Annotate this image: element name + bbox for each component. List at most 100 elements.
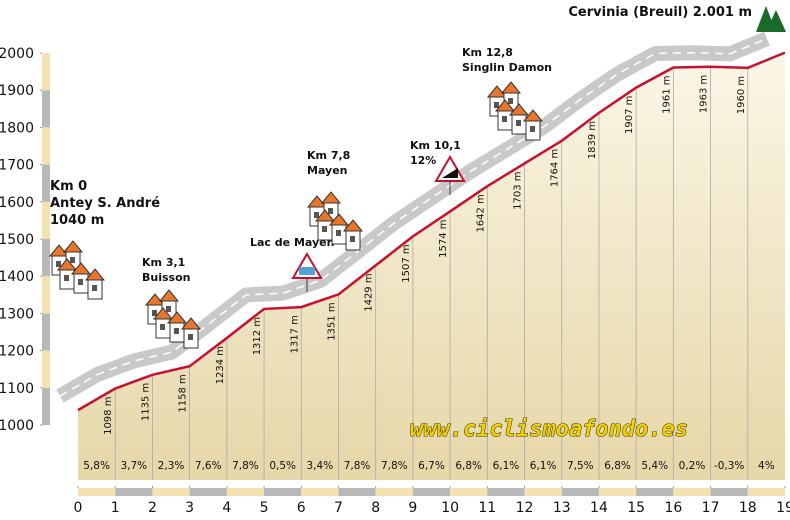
axis-band	[42, 350, 50, 388]
y-tick-label: 1100	[0, 381, 34, 397]
peak-icon	[766, 10, 786, 32]
gradient-label: 6,8%	[604, 460, 631, 472]
x-tick-label: 2	[148, 500, 157, 516]
x-tick-label: 17	[702, 500, 720, 516]
annotation-text: 12%	[410, 154, 436, 167]
axis-band	[42, 53, 50, 91]
axis-band	[710, 488, 748, 496]
watermark: www.ciclismoafondo.es	[410, 417, 688, 442]
gradient-label: 5,8%	[83, 460, 110, 472]
y-tick-label: 1700	[0, 158, 34, 174]
axis-band	[189, 488, 227, 496]
y-tick-label: 1300	[0, 306, 34, 322]
x-tick-label: 3	[185, 500, 194, 516]
y-tick-label: 1600	[0, 195, 34, 211]
road-dash	[59, 37, 768, 397]
elevation-label: 1764 m	[550, 149, 561, 187]
axis-band	[42, 239, 50, 277]
gradient-label: 6,1%	[493, 460, 520, 472]
annotation-text: Km 7,8	[307, 149, 350, 162]
x-tick-label: 13	[553, 500, 571, 516]
gradient-label: 0,5%	[269, 460, 296, 472]
village-icon	[146, 290, 200, 348]
axis-band	[152, 488, 190, 496]
village-icon	[50, 241, 104, 299]
y-tick-label: 1400	[0, 269, 34, 285]
axis-band	[747, 488, 785, 496]
axis-band	[42, 127, 50, 165]
annotation-text: Lac de Mayen	[250, 236, 334, 249]
axis-band	[226, 488, 265, 496]
axis-band	[115, 488, 153, 496]
annotation-text: Antey S. André	[50, 196, 160, 211]
chart-title: Cervinia (Breuil) 2.001 m	[568, 5, 752, 20]
gradient-label: 7,5%	[567, 460, 594, 472]
plot-area: 1000110012001300140015001600170018001900…	[0, 31, 790, 516]
x-tick-label: 8	[371, 500, 380, 516]
elevation-label: 1963 m	[699, 75, 710, 113]
gradient-label: 7,8%	[232, 460, 259, 472]
axis-band	[78, 488, 116, 496]
x-tick-label: 19	[776, 500, 790, 516]
annotation-text: Mayen	[307, 164, 348, 177]
x-tick-label: 7	[334, 500, 343, 516]
axis-band	[673, 488, 711, 496]
gradient-label: 3,7%	[120, 460, 147, 472]
elevation-label: 1135 m	[140, 383, 151, 421]
x-tick-label: 5	[260, 500, 269, 516]
elevation-label: 1234 m	[215, 346, 226, 384]
annotation-text: Buisson	[142, 271, 190, 284]
y-tick-label: 1800	[0, 120, 34, 136]
y-tick-label: 2000	[0, 46, 34, 62]
gradient-label: -0,3%	[714, 460, 744, 472]
annotation-text: Singlin Damon	[462, 61, 552, 74]
axis-band	[338, 488, 376, 496]
annotation-text: Km 0	[50, 179, 87, 194]
gradient-label: 0,2%	[679, 460, 706, 472]
y-tick-label: 1500	[0, 232, 34, 248]
elevation-label: 1317 m	[289, 315, 300, 353]
profile-area	[78, 52, 785, 481]
y-tick-label: 1900	[0, 83, 34, 99]
profile-line	[77, 51, 786, 412]
gradient-label: 6,1%	[530, 460, 557, 472]
x-tick-label: 11	[478, 500, 496, 516]
elevation-label: 1574 m	[438, 219, 449, 257]
elevation-label: 1098 m	[103, 397, 114, 435]
x-tick-label: 15	[627, 500, 645, 516]
elevation-label: 1960 m	[736, 76, 747, 114]
gradient-label: 2,3%	[158, 460, 185, 472]
elevation-label: 1507 m	[401, 244, 412, 282]
gradient-label: 7,8%	[381, 460, 408, 472]
axis-band	[561, 488, 599, 496]
annotation-text: 1040 m	[50, 213, 104, 228]
axis-band	[42, 276, 50, 314]
axis-band	[42, 90, 50, 128]
x-tick-label: 0	[74, 500, 83, 516]
x-tick-label: 4	[222, 500, 231, 516]
gradient-label: 5,4%	[641, 460, 668, 472]
elevation-label: 1907 m	[624, 96, 635, 134]
axis-band	[42, 313, 50, 351]
x-tick-label: 1	[111, 500, 120, 516]
axis-band	[598, 488, 637, 496]
x-tick-label: 6	[297, 500, 306, 516]
gradient-label: 3,4%	[307, 460, 334, 472]
axis-band	[450, 488, 488, 496]
x-tick-label: 9	[408, 500, 417, 516]
x-tick-label: 12	[516, 500, 534, 516]
elevation-label: 1703 m	[513, 171, 524, 209]
axis-band	[42, 201, 50, 239]
annotation-text: Km 12,8	[462, 46, 513, 59]
village-icon	[488, 82, 542, 140]
elevation-label: 1429 m	[364, 273, 375, 311]
elevation-label: 1839 m	[587, 121, 598, 159]
x-tick-label: 14	[590, 500, 608, 516]
elevation-label: 1351 m	[326, 302, 337, 340]
x-tick-label: 18	[739, 500, 757, 516]
gradient-label: 6,7%	[418, 460, 445, 472]
gradient-label: 7,8%	[344, 460, 371, 472]
elevation-label: 1642 m	[475, 194, 486, 232]
y-tick-label: 1200	[0, 344, 34, 360]
